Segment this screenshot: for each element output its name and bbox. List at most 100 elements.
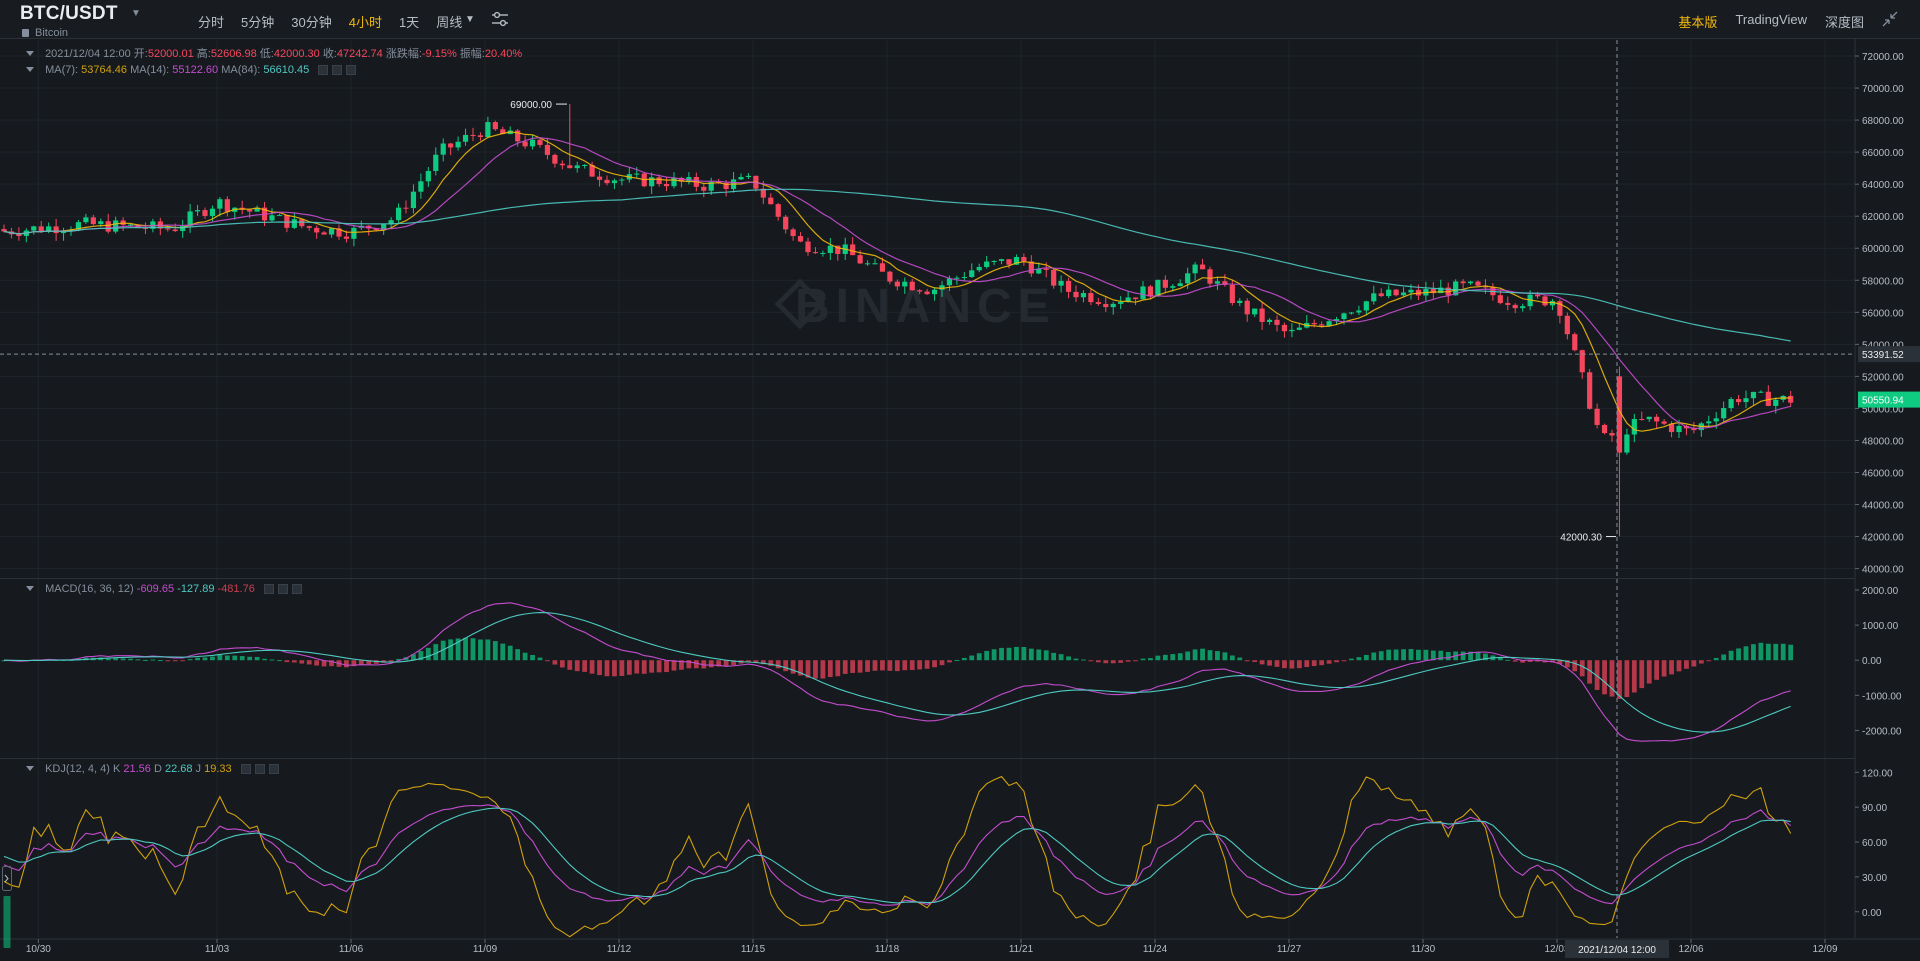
- low-marker: 42000.30: [1560, 533, 1616, 544]
- candle-body: [850, 244, 856, 256]
- macd-histogram-bar: [1743, 646, 1749, 661]
- ma7-label: MA(7):: [45, 64, 79, 76]
- macd-histogram-bar: [1073, 658, 1079, 661]
- kdj-j-label: J: [195, 763, 202, 775]
- symbol-dropdown-icon[interactable]: ▼: [131, 8, 141, 19]
- interval-tab-active[interactable]: 4小时: [348, 15, 382, 30]
- visibility-icon[interactable]: [263, 584, 274, 594]
- macd-histogram-bar: [217, 654, 223, 661]
- view-tab-basic[interactable]: 基本版: [1678, 15, 1718, 30]
- candle-body: [723, 183, 729, 190]
- collapse-caret-icon[interactable]: [26, 67, 34, 72]
- candle-body: [1214, 281, 1221, 284]
- interval-tab[interactable]: 分时: [198, 15, 225, 30]
- candle-body: [314, 227, 320, 233]
- macd-tick-label: 1000.00: [1862, 621, 1899, 632]
- macd-histogram-bar: [1133, 660, 1138, 662]
- candle: [582, 164, 588, 169]
- macd-histogram-bar: [1788, 644, 1794, 661]
- candle: [1691, 421, 1697, 434]
- settings-icon[interactable]: [277, 584, 288, 594]
- candle-body: [522, 141, 528, 147]
- macd-histogram-bar: [1602, 660, 1607, 695]
- collapse-caret-icon[interactable]: [26, 51, 34, 56]
- macd-histogram-bar: [1043, 650, 1049, 661]
- view-tab-tradingview[interactable]: TradingView: [1735, 12, 1807, 27]
- candle: [1199, 258, 1206, 270]
- candle: [1572, 332, 1578, 352]
- macd-histogram-bar: [656, 660, 662, 673]
- candle-body: [872, 263, 878, 265]
- panel-divider[interactable]: [0, 758, 1855, 759]
- view-tab-depth[interactable]: 深度图: [1824, 15, 1864, 30]
- interval-tab[interactable]: 周线: [436, 15, 463, 30]
- macd-histogram-bar: [157, 660, 163, 662]
- interval-tab[interactable]: 5分钟: [241, 15, 275, 30]
- candle-body: [1713, 418, 1719, 422]
- settings-icon[interactable]: [332, 65, 343, 75]
- candle-body: [194, 210, 201, 212]
- drag-handle[interactable]: [2, 866, 12, 950]
- indicator-settings-icon[interactable]: [491, 11, 509, 27]
- macd-histogram-bar: [924, 660, 930, 669]
- coin-name: Bitcoin: [22, 27, 68, 39]
- candle-body: [939, 285, 945, 290]
- candle-body: [395, 207, 402, 221]
- macd-histogram-bar: [1222, 652, 1228, 661]
- panel-divider[interactable]: [0, 578, 1855, 579]
- candle-body: [1363, 301, 1369, 311]
- interval-tab[interactable]: 30分钟: [291, 15, 332, 30]
- macd-histogram-bar: [135, 659, 141, 661]
- indicator-controls: [240, 764, 283, 777]
- macd-histogram-bar: [597, 660, 602, 676]
- ma-legend: MA(7): 53764.46 MA(14): 55122.60 MA(84):…: [26, 64, 360, 78]
- macd-histogram-bar: [1155, 655, 1161, 661]
- collapse-caret-icon[interactable]: [26, 586, 34, 591]
- close-icon[interactable]: [268, 764, 279, 774]
- candle: [1445, 282, 1451, 304]
- macd-histogram-bar: [686, 660, 692, 669]
- price-tick-label: 52000.00: [1862, 372, 1904, 383]
- macd-histogram-bar: [589, 660, 595, 674]
- macd-histogram-bar: [485, 639, 491, 661]
- candle-body: [1631, 419, 1637, 435]
- macd-histogram-bar: [1036, 649, 1042, 661]
- visibility-icon[interactable]: [318, 65, 329, 75]
- collapse-icon[interactable]: [1882, 11, 1898, 27]
- candle: [738, 173, 744, 181]
- candle-body: [1579, 350, 1585, 373]
- candle: [194, 204, 201, 216]
- candle: [1386, 285, 1392, 299]
- macd-histogram-bar: [1244, 660, 1250, 662]
- candle-body: [835, 245, 841, 254]
- close-icon[interactable]: [346, 65, 357, 75]
- visibility-icon[interactable]: [240, 764, 251, 774]
- macd-histogram-bar: [329, 660, 334, 667]
- candle-body: [500, 129, 506, 135]
- collapse-caret-icon[interactable]: [26, 766, 34, 771]
- candle: [1721, 401, 1727, 422]
- close-icon[interactable]: [291, 584, 302, 594]
- interval-tab[interactable]: 1天: [398, 15, 420, 30]
- macd-histogram-bar: [917, 660, 923, 670]
- candle: [1065, 277, 1072, 299]
- candle-body: [1706, 421, 1712, 424]
- candle: [1765, 385, 1771, 407]
- candle-body: [1155, 279, 1161, 297]
- macd-histogram-bar: [1780, 643, 1786, 661]
- candle: [663, 176, 670, 192]
- symbol-title[interactable]: BTC/USDT: [20, 3, 118, 24]
- macd-histogram-bar: [470, 638, 476, 661]
- candle-body: [1616, 376, 1623, 453]
- candle: [1616, 366, 1623, 537]
- candle-body: [1103, 303, 1109, 308]
- candle-body: [1125, 297, 1131, 302]
- candle: [1646, 416, 1652, 422]
- candle: [38, 220, 44, 234]
- settings-icon[interactable]: [254, 764, 265, 774]
- candle: [1505, 296, 1511, 311]
- candle-body: [90, 217, 96, 225]
- more-intervals-icon[interactable]: ▼: [465, 14, 475, 25]
- candle-body: [31, 226, 37, 231]
